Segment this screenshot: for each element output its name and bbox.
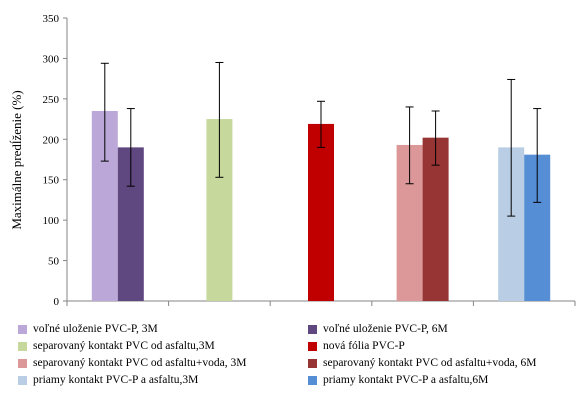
legend-swatch <box>18 324 27 334</box>
y-axis-label: Maximálne predĺženie (%) <box>9 90 24 229</box>
legend-item: voľné uloženie PVC-P, 6M <box>308 323 448 335</box>
legend-label: voľné uloženie PVC-P, 6M <box>323 323 448 335</box>
error-bars <box>100 61 542 217</box>
y-tick-label: 150 <box>43 175 60 187</box>
legend-label: separovaný kontakt PVC od asfaltu+voda, … <box>33 357 247 369</box>
legend-label: separovaný kontakt PVC od asfaltu+voda, … <box>323 357 537 369</box>
legend-swatch <box>18 375 27 385</box>
y-tick-label: 100 <box>43 215 60 227</box>
legend-item: separovaný kontakt PVC od asfaltu+voda, … <box>18 357 246 369</box>
axes: 0 50 100 150 200 250 300 350 <box>43 13 576 308</box>
legend-item: nová fólia PVC-P <box>308 340 405 352</box>
legend-item: priamy kontakt PVC-P a asfaltu,6M <box>308 374 488 386</box>
legend-swatch <box>308 358 317 368</box>
legend-item: separovaný kontakt PVC od asfaltu+voda, … <box>308 357 536 369</box>
legend-swatch <box>18 358 27 368</box>
legend-label: nová fólia PVC-P <box>323 340 405 352</box>
legend-item: voľné uloženie PVC-P, 3M <box>18 323 158 335</box>
y-tick-label: 50 <box>48 256 60 268</box>
legend-swatch <box>308 341 317 351</box>
y-tick-label: 250 <box>43 94 60 106</box>
legend-label: separovaný kontakt PVC od asfaltu,3M <box>33 340 215 352</box>
legend-swatch <box>308 324 317 334</box>
legend-label: priamy kontakt PVC-P a asfaltu,6M <box>323 374 489 386</box>
legend-label: voľné uloženie PVC-P, 3M <box>33 323 158 335</box>
legend-swatch <box>18 341 27 351</box>
y-tick-label: 0 <box>54 296 60 308</box>
legend-item: priamy kontakt PVC-P a asfaltu,3M <box>18 374 198 386</box>
legend-swatch <box>308 375 317 385</box>
bars <box>91 110 551 302</box>
legend-label: priamy kontakt PVC-P a asfaltu,3M <box>33 374 199 386</box>
bar <box>308 123 334 302</box>
y-tick-label: 200 <box>43 134 60 146</box>
y-tick-label: 300 <box>43 53 60 65</box>
y-tick-label: 350 <box>43 13 60 25</box>
legend-item: separovaný kontakt PVC od asfaltu,3M <box>18 340 215 352</box>
